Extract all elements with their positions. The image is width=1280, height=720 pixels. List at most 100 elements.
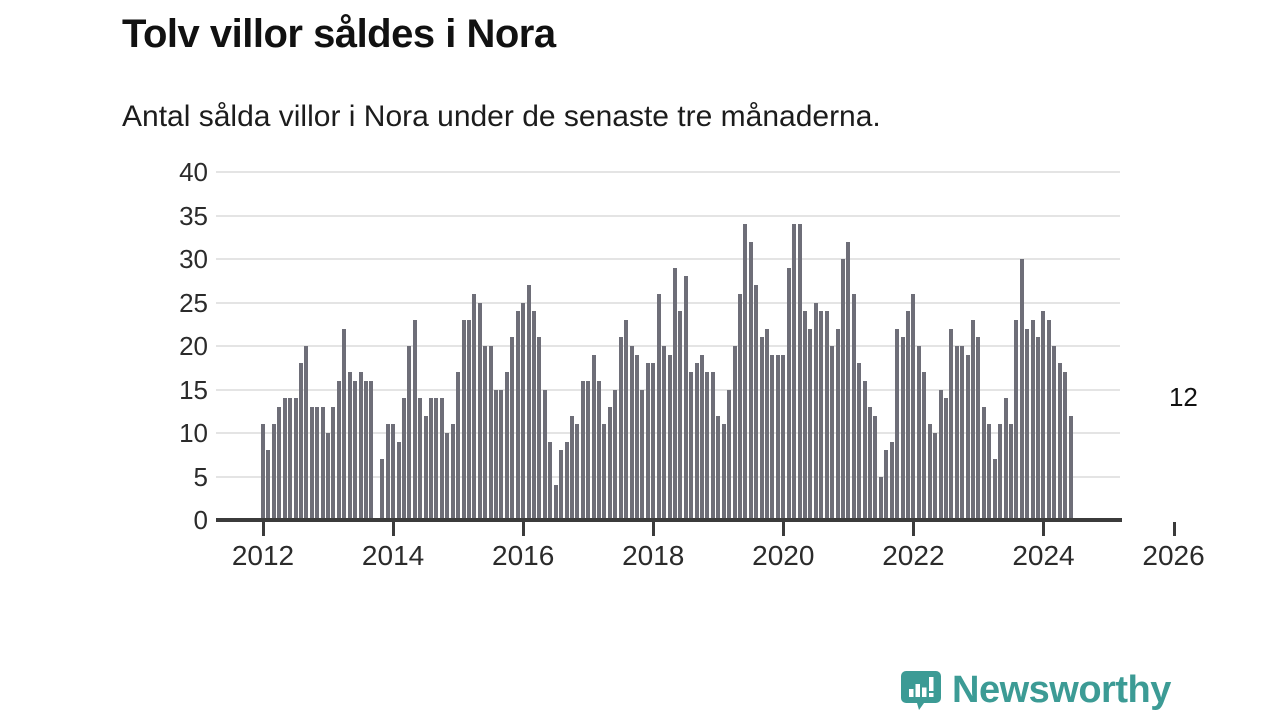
bar [586, 380, 591, 520]
bar [575, 424, 580, 520]
bar [488, 346, 493, 520]
bar [976, 337, 981, 520]
bar [553, 485, 558, 520]
bar [618, 337, 623, 520]
bar [922, 372, 927, 520]
y-axis-tick-label: 15 [179, 374, 208, 405]
bar [634, 354, 639, 520]
bar [564, 441, 569, 520]
bar [559, 450, 564, 520]
value-label: 12 [1168, 381, 1198, 412]
bar [965, 354, 970, 520]
bar [808, 328, 813, 520]
bar [385, 424, 390, 520]
bar [971, 319, 976, 520]
bar [369, 380, 374, 520]
bar [813, 302, 818, 520]
bar [434, 398, 439, 520]
bar [526, 285, 531, 520]
bar [743, 224, 748, 520]
bar [548, 441, 553, 520]
bar [353, 380, 358, 520]
bar [423, 415, 428, 520]
bar [293, 398, 298, 520]
gridline [216, 214, 1120, 217]
bar [803, 311, 807, 520]
bar-series [216, 172, 1120, 520]
bar [683, 276, 688, 520]
bar [466, 319, 471, 520]
bar [1030, 319, 1035, 520]
x-axis-tick [1042, 522, 1046, 536]
bar [483, 346, 488, 520]
bar [315, 406, 320, 520]
bar [998, 424, 1003, 520]
bar [911, 293, 916, 520]
bar [884, 450, 889, 520]
bar [862, 380, 867, 520]
bar [992, 459, 997, 520]
bar [645, 363, 650, 520]
bar [775, 354, 780, 520]
bar [754, 285, 759, 520]
x-axis-tick-label: 2014 [361, 540, 425, 571]
gridline [216, 258, 1120, 260]
x-axis-tick-label: 2016 [492, 540, 555, 571]
bar [472, 293, 477, 520]
bar [748, 241, 753, 520]
bar [380, 459, 385, 520]
bar [830, 346, 835, 520]
bar [737, 293, 742, 520]
bar [792, 224, 797, 520]
x-axis-tick-label: 2026 [1142, 540, 1205, 571]
bar [396, 441, 401, 520]
bar [759, 337, 764, 520]
bar [667, 354, 672, 520]
bar [943, 398, 948, 520]
bar [342, 328, 347, 520]
bar [320, 406, 325, 520]
y-axis-labels: 0 5 10 15 20 25 30 35 40 [148, 150, 208, 533]
bar [510, 337, 515, 520]
bar [905, 311, 910, 520]
x-axis-tick [522, 522, 526, 536]
bar [954, 346, 959, 520]
bar [694, 363, 699, 520]
bar [1008, 424, 1013, 520]
gridline [216, 345, 1120, 347]
bar [429, 398, 434, 520]
newsworthy-logo: Newsworthy [900, 664, 1171, 716]
bar [450, 424, 455, 520]
x-axis-tick [652, 522, 656, 536]
bar [569, 415, 574, 520]
bar [678, 311, 683, 520]
bar [716, 415, 721, 520]
bar [705, 372, 710, 520]
bar [504, 372, 509, 520]
bar [1057, 363, 1062, 520]
bar [532, 311, 536, 520]
bar [770, 354, 775, 520]
bar [1041, 311, 1046, 520]
bar [1068, 415, 1073, 520]
bar [895, 328, 900, 520]
y-axis-tick-label: 30 [179, 244, 208, 274]
bar [304, 346, 309, 520]
bar [1019, 259, 1024, 520]
bar [765, 328, 770, 520]
bar [916, 346, 921, 520]
bar [336, 380, 341, 520]
bar [1025, 328, 1030, 520]
bar [727, 389, 732, 520]
x-axis-tick-label: 2012 [231, 540, 295, 571]
bar [363, 380, 368, 520]
bar [1046, 319, 1051, 520]
bar [597, 380, 602, 520]
bar [672, 267, 677, 520]
bar [331, 406, 336, 520]
bar [781, 354, 786, 520]
bar [949, 328, 954, 520]
bar [732, 346, 737, 520]
bar [981, 406, 986, 520]
newsworthy-wordmark: Newsworthy [952, 669, 1171, 711]
